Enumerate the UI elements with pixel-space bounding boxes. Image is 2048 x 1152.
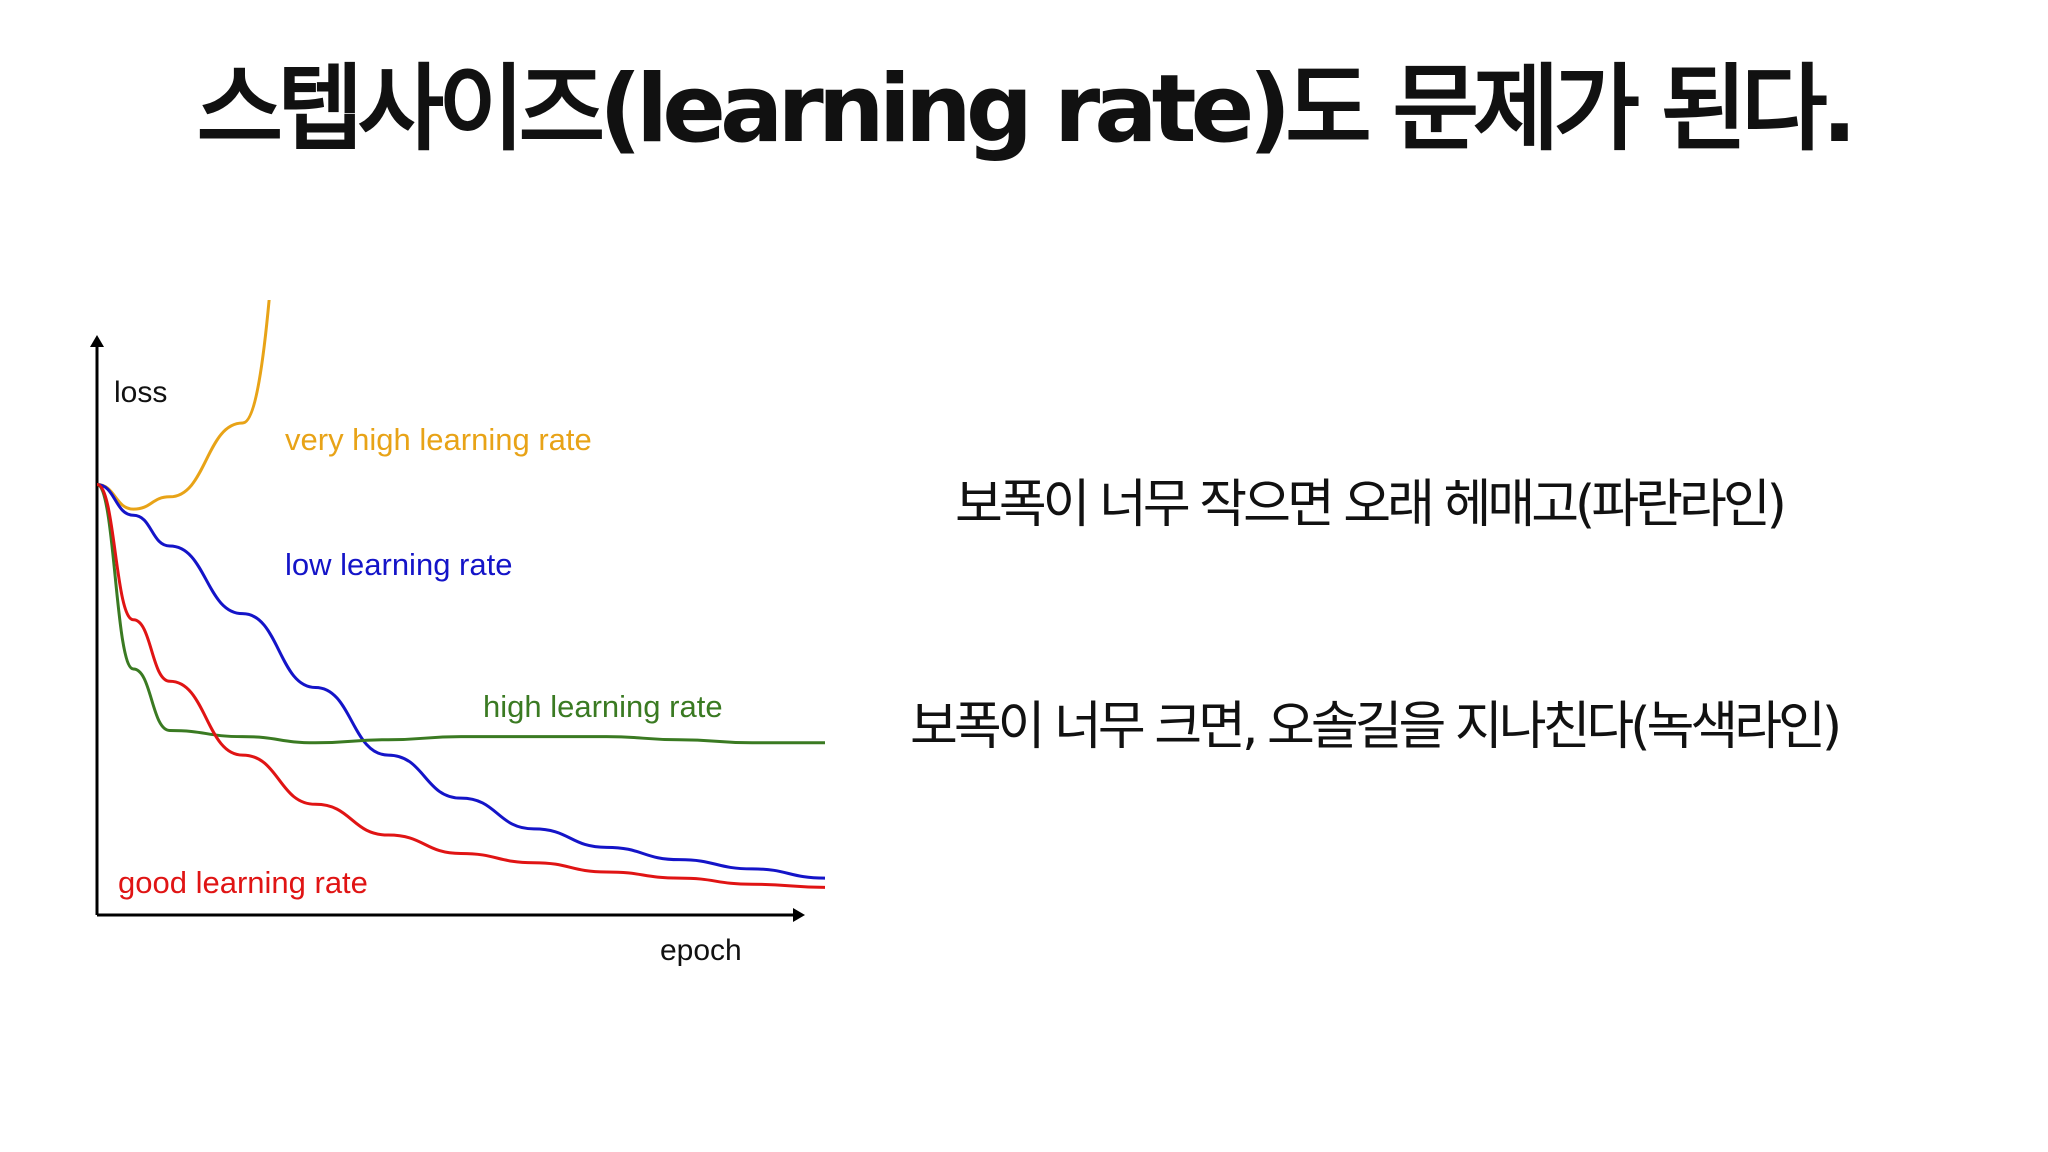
series-good-line (97, 485, 825, 888)
x-axis-label: epoch (660, 934, 742, 967)
description-small-step: 보폭이 너무 작으면 오래 헤매고(파란라인) (955, 470, 1783, 540)
series-label-high: high learning rate (483, 689, 723, 724)
slide-title: 스텝사이즈(learning rate)도 문제가 된다. (0, 40, 2048, 180)
description-large-step: 보폭이 너무 크면, 오솔길을 지나친다(녹색라인) (910, 692, 1838, 762)
series-label-very-high: very high learning rate (285, 422, 592, 457)
series-label-good: good learning rate (118, 865, 368, 900)
learning-rate-chart: loss epoch very high learning rate low l… (60, 300, 850, 990)
y-axis-label: loss (114, 376, 167, 409)
series-label-low: low learning rate (285, 547, 512, 582)
y-axis-arrow-icon (90, 335, 104, 347)
x-axis-arrow-icon (793, 908, 805, 922)
series-low-line (97, 485, 825, 879)
